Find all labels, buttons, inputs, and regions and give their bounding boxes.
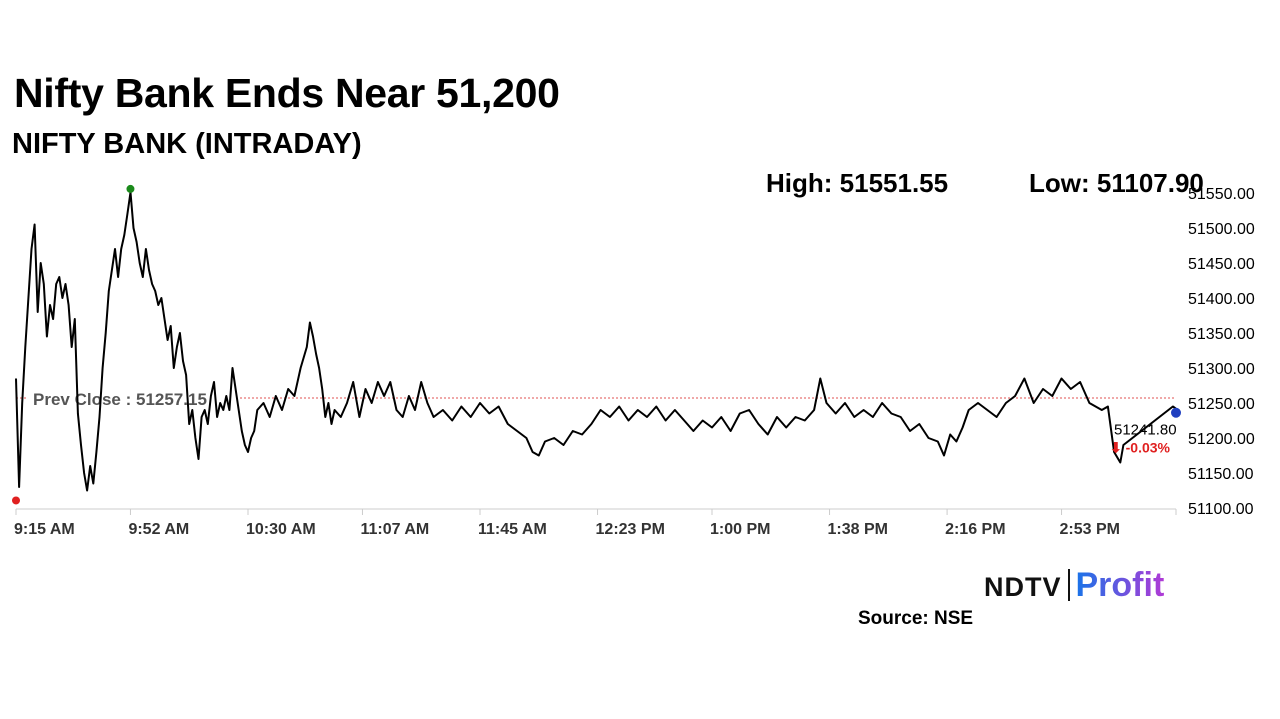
- x-axis: 9:15 AM 9:52 AM 10:30 AM 11:07 AM 11:45 AM 12…: [14, 508, 1177, 538]
- day-high-label: High: 51551.55: [766, 168, 949, 198]
- chart-subtitle: NIFTY BANK (INTRADAY): [12, 128, 362, 160]
- day-high-marker: [126, 184, 135, 193]
- y-tick-label: 51500.00: [1188, 221, 1255, 238]
- x-tick-label: 1:00 PM: [710, 521, 770, 538]
- change-percent-label: ⬇ -0.03%: [1110, 440, 1171, 456]
- y-tick-label: 51200.00: [1188, 431, 1255, 448]
- y-axis: 51100.00 51150.00 51200.00 51250.00 51300.00…: [1188, 186, 1255, 518]
- y-tick-label: 51400.00: [1188, 291, 1255, 308]
- last-price-label: 51241.80: [1114, 422, 1177, 439]
- y-tick-label: 51150.00: [1188, 466, 1254, 483]
- y-tick-label: 51550.00: [1188, 186, 1255, 203]
- ndtv-profit-logo: NDTV Profit: [984, 566, 1164, 606]
- x-tick-label: 2:53 PM: [1060, 521, 1120, 538]
- x-tick-label: 11:45 AM: [478, 521, 547, 538]
- source-note: Source: NSE: [858, 608, 974, 629]
- x-tick-label: 12:23 PM: [596, 521, 665, 538]
- y-tick-label: 51250.00: [1188, 396, 1255, 413]
- y-tick-label: 51100.00: [1188, 501, 1254, 518]
- y-tick-label: 51450.00: [1188, 256, 1255, 273]
- day-low-marker: [12, 496, 20, 505]
- x-tick-label: 9:52 AM: [128, 521, 189, 538]
- x-tick-label: 9:15 AM: [14, 521, 75, 538]
- prev-close-label-bg: [28, 385, 238, 410]
- logo-separator: [1067, 569, 1070, 601]
- x-tick-label: 11:07 AM: [360, 521, 429, 538]
- day-low-label: Low: 51107.90: [1029, 168, 1204, 198]
- y-tick-label: 51350.00: [1188, 326, 1255, 343]
- last-price-marker: [1171, 407, 1181, 418]
- logo-profit-text: Profit: [1075, 566, 1165, 604]
- chart-title: Nifty Bank Ends Near 51,200: [14, 70, 560, 116]
- x-tick-label: 2:16 PM: [945, 521, 1005, 538]
- prev-close-label: Prev Close : 51257.15: [33, 390, 207, 409]
- x-tick-label: 1:38 PM: [828, 521, 888, 538]
- logo-ndtv-text: NDTV: [984, 572, 1062, 602]
- x-tick-label: 10:30 AM: [246, 521, 316, 538]
- price-line: [15, 191, 1177, 492]
- y-tick-label: 51300.00: [1188, 361, 1255, 378]
